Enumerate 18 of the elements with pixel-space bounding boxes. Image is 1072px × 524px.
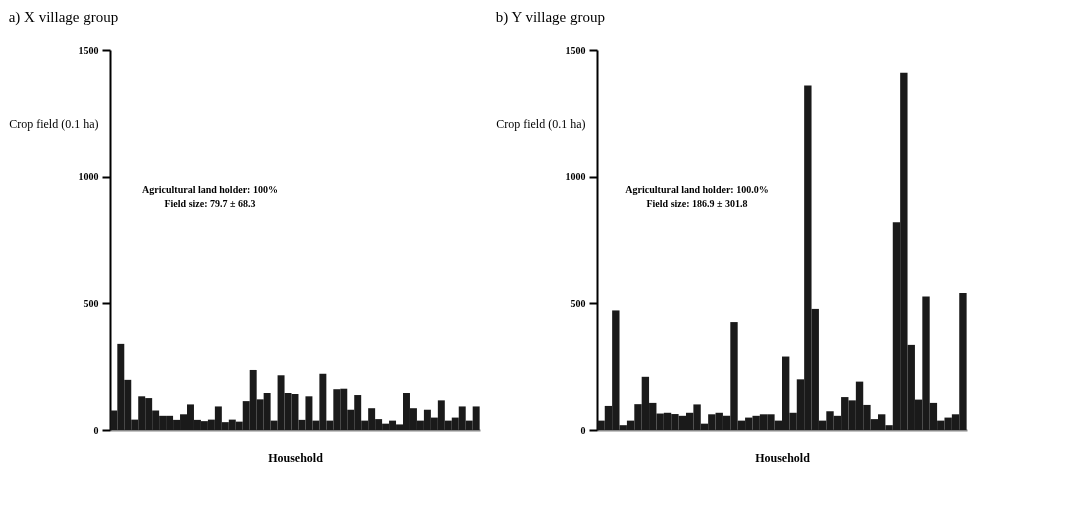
- annotation: Field size: 79.7 ± 68.3: [164, 198, 256, 209]
- annotation: Agricultural land holder: 100.0%: [625, 184, 769, 195]
- y-tick-label: 1000: [78, 171, 99, 183]
- y-axis-title: Crop field (0.1 ha): [9, 116, 99, 131]
- y-tick-label: 500: [83, 297, 99, 309]
- y-tick-label: 1500: [565, 44, 586, 56]
- x-axis-title: Household: [268, 450, 324, 465]
- annotation: Agricultural land holder: 100%: [142, 184, 278, 195]
- x-axis-title: Household: [755, 450, 811, 465]
- y-tick-label: 500: [570, 297, 586, 309]
- y-tick-label: 0: [580, 424, 586, 436]
- annotation: Field size: 186.9 ± 301.8: [646, 198, 748, 209]
- y-tick-label: 1500: [78, 44, 99, 56]
- chart-title: a) X village group: [8, 9, 119, 26]
- y-axis-title: Crop field (0.1 ha): [496, 116, 586, 131]
- y-tick-label: 1000: [565, 171, 586, 183]
- chart-title: b) Y village group: [495, 9, 605, 26]
- y-tick-label: 0: [93, 424, 99, 436]
